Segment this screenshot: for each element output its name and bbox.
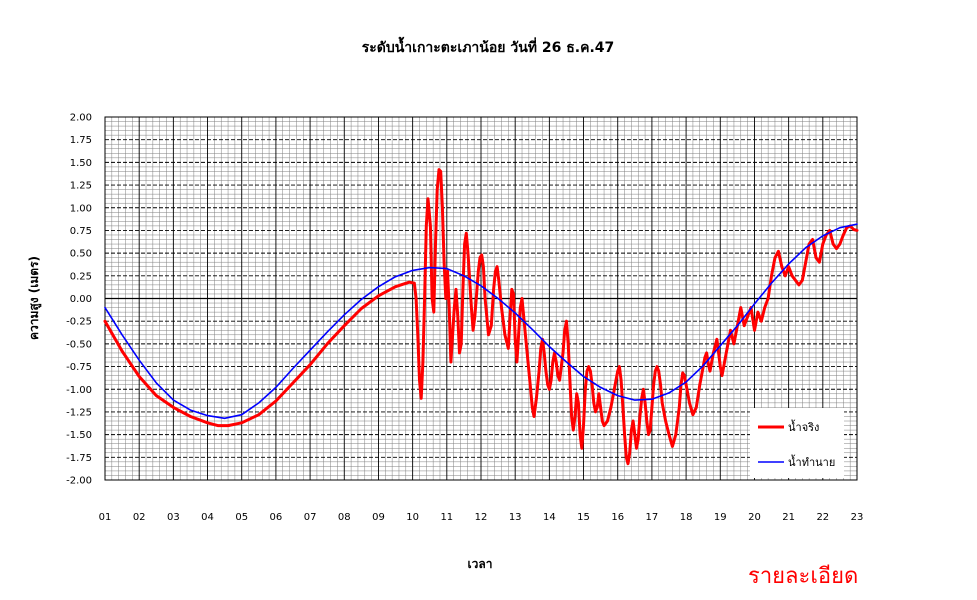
x-tick-label: 08 <box>338 512 351 523</box>
x-tick-label: 04 <box>201 512 214 523</box>
y-tick-label: -1.00 <box>66 385 92 396</box>
x-tick-label: 15 <box>577 512 590 523</box>
series-line-predicted <box>104 223 858 420</box>
chart-title: ระดับน้ำเกาะตะเภาน้อย วันที่ 26 ธ.ค.47 <box>362 36 615 56</box>
y-tick-label: -0.50 <box>66 339 92 350</box>
x-axis-tick-labels: 01 02 03 04 05 06 07 08 09 10 11 12 13 14 15 16 17 18 19 20… <box>99 512 864 523</box>
x-tick-label: 19 <box>714 512 727 523</box>
series-line-actual <box>103 168 859 466</box>
y-tick-label: -0.25 <box>66 317 92 328</box>
y-tick-label: 1.50 <box>70 158 92 169</box>
y-tick-label: -0.75 <box>66 362 92 373</box>
y-tick-label: 0.00 <box>70 294 92 305</box>
x-tick-label: 05 <box>235 512 248 523</box>
series-layer <box>103 168 859 466</box>
y-tick-label: 1.25 <box>70 181 92 192</box>
x-tick-label: 21 <box>782 512 795 523</box>
x-tick-label: 07 <box>304 512 317 523</box>
details-link[interactable]: รายละเอียด <box>748 564 859 589</box>
legend-label-actual: น้ำจริง <box>788 419 819 434</box>
x-tick-label: 12 <box>475 512 488 523</box>
legend-label-predicted: น้ำทำนาย <box>788 454 835 469</box>
x-tick-label: 10 <box>406 512 419 523</box>
y-tick-label: 0.75 <box>70 226 92 237</box>
y-axis-tick-labels: 2.00 1.75 1.50 1.25 1.00 0.75 0.50 0.25 0.00 -0.2… <box>66 113 92 487</box>
y-tick-label: 2.00 <box>70 113 92 124</box>
y-axis-label: ความสูง (เมตร) <box>27 256 42 340</box>
x-tick-label: 03 <box>167 512 180 523</box>
x-tick-label: 22 <box>816 512 829 523</box>
y-tick-label: 0.50 <box>70 249 92 260</box>
y-tick-label: 1.75 <box>70 135 92 146</box>
legend: น้ำจริง น้ำทำนาย <box>750 408 844 478</box>
x-tick-label: 06 <box>270 512 283 523</box>
x-tick-label: 14 <box>543 512 556 523</box>
y-tick-label: -1.50 <box>66 430 92 441</box>
x-tick-label: 23 <box>851 512 864 523</box>
x-tick-label: 13 <box>509 512 522 523</box>
y-tick-label: 1.00 <box>70 203 92 214</box>
x-tick-label: 11 <box>440 512 453 523</box>
x-tick-label: 02 <box>133 512 146 523</box>
x-axis-label: เวลา <box>468 557 493 571</box>
x-tick-label: 17 <box>646 512 659 523</box>
y-tick-label: -1.25 <box>66 407 92 418</box>
x-tick-label: 18 <box>680 512 693 523</box>
x-tick-label: 20 <box>748 512 761 523</box>
legend-box <box>750 408 844 478</box>
x-tick-label: 01 <box>99 512 112 523</box>
y-tick-label: -2.00 <box>66 476 92 487</box>
y-tick-label: 0.25 <box>70 271 92 282</box>
x-tick-label: 16 <box>611 512 624 523</box>
x-tick-label: 09 <box>372 512 385 523</box>
y-tick-label: -1.75 <box>66 453 92 464</box>
